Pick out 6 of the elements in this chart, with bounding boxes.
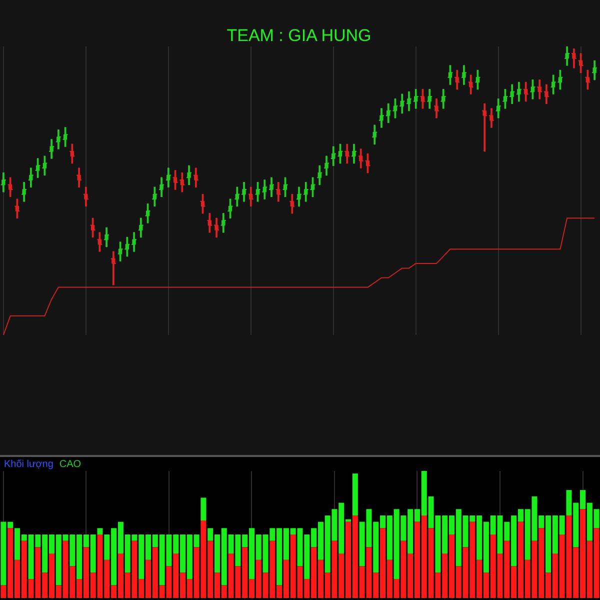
text: Khối lượng <box>4 459 54 470</box>
bar <box>97 528 103 534</box>
bar <box>352 474 358 516</box>
bar <box>200 498 206 521</box>
chart-title: TEAM : GIA HUNG <box>226 26 372 45</box>
text: CAO <box>59 459 82 470</box>
